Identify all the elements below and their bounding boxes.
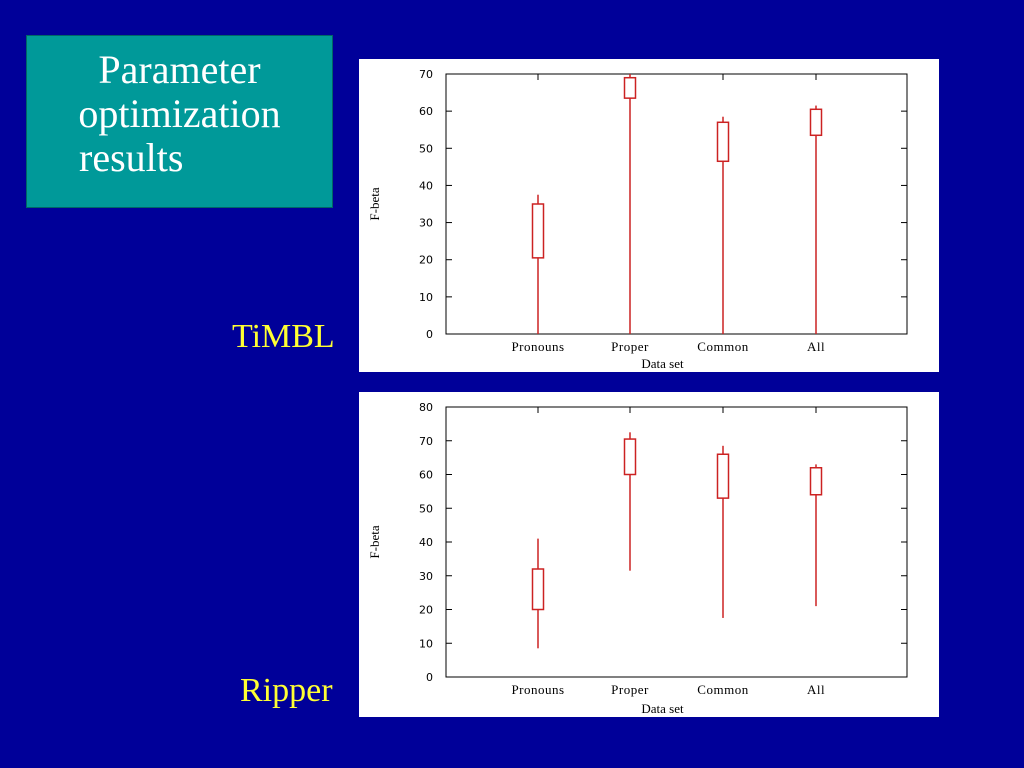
ripper-box-common <box>716 453 730 499</box>
ripper-label: Ripper <box>240 672 333 709</box>
ripper-xaxis-title: Data set <box>641 701 684 716</box>
ripper-chart-panel: 0 10 20 30 40 50 60 70 80 Pronouns Proper Common All… <box>359 392 939 717</box>
ripper-ytick-label-40: 40 <box>419 536 433 549</box>
timbl-chart-panel: 0 10 20 30 40 50 60 70 Pronouns Proper Common All Da… <box>359 59 939 372</box>
ripper-chart: 0 10 20 30 40 50 60 70 80 Pronouns Proper Common All… <box>367 401 908 716</box>
timbl-label: TiMBL <box>232 318 335 355</box>
ripper-ytick-label-60: 60 <box>419 469 433 482</box>
ripper-ytick-label-0: 0 <box>426 671 433 684</box>
timbl-box-all <box>809 108 823 137</box>
timbl-ytick-label-40: 40 <box>419 179 433 192</box>
ripper-yaxis-title: F-beta <box>367 525 382 558</box>
timbl-ytick-label-30: 30 <box>419 217 433 230</box>
ripper-ytick-label-70: 70 <box>419 435 433 448</box>
ripper-box-all <box>809 467 823 496</box>
ripper-box-pronouns <box>531 568 545 611</box>
timbl-yaxis-title: F-beta <box>367 187 382 220</box>
timbl-ytick-label-60: 60 <box>419 105 433 118</box>
timbl-xaxis-title: Data set <box>641 356 684 371</box>
ripper-ytick-label-20: 20 <box>419 604 433 617</box>
timbl-category-label-pronouns: Pronouns <box>511 339 564 354</box>
timbl-ytick-label-20: 20 <box>419 254 433 267</box>
timbl-ytick-label-10: 10 <box>419 291 433 304</box>
timbl-box-proper <box>623 76 637 99</box>
ripper-ytick-label-80: 80 <box>419 401 433 414</box>
ripper-category-label-proper: Proper <box>611 682 649 697</box>
ripper-plot-frame <box>445 406 908 678</box>
ripper-ytick-label-30: 30 <box>419 570 433 583</box>
timbl-plot-frame <box>445 73 908 335</box>
timbl-category-label-proper: Proper <box>611 339 649 354</box>
ripper-category-label-common: Common <box>697 682 748 697</box>
ripper-box-proper <box>623 438 637 476</box>
title-line-3: results <box>79 135 184 180</box>
timbl-ytick-label-0: 0 <box>426 328 433 341</box>
timbl-box-pronouns <box>531 203 545 259</box>
timbl-box-common <box>716 121 730 163</box>
ripper-ytick-label-50: 50 <box>419 502 433 515</box>
title-box: Parameter optimization results <box>26 35 333 208</box>
timbl-ytick-label-70: 70 <box>419 68 433 81</box>
ripper-category-label-all: All <box>807 682 825 697</box>
timbl-ytick-label-50: 50 <box>419 142 433 155</box>
title-line-2: optimization <box>78 91 281 136</box>
ripper-ytick-label-10: 10 <box>419 637 433 650</box>
timbl-category-label-all: All <box>807 339 825 354</box>
ripper-category-label-pronouns: Pronouns <box>511 682 564 697</box>
title-line-1: Parameter <box>98 47 261 92</box>
timbl-chart: 0 10 20 30 40 50 60 70 Pronouns Proper Common All Da… <box>367 68 908 371</box>
timbl-category-label-common: Common <box>697 339 748 354</box>
